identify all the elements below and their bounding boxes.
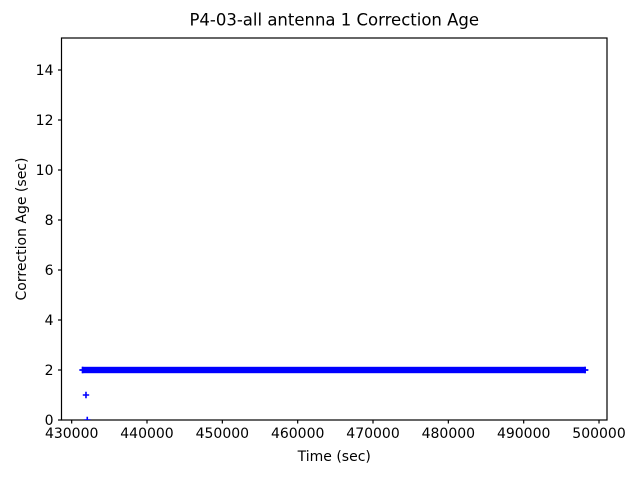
data-point [82, 391, 90, 399]
plot-area-border [60, 37, 608, 421]
y-tick-label: 14 [36, 63, 54, 79]
x-tick-label: 450000 [196, 426, 249, 442]
ticks-layer: 430000 440000 450000 460000 470000 480000 4900… [36, 63, 626, 442]
y-tick-label: 0 [45, 413, 54, 429]
data-point [581, 366, 589, 374]
data-point [84, 416, 91, 420]
data-layer [79, 366, 589, 420]
x-tick-label: 430000 [45, 426, 98, 442]
data-point [79, 366, 86, 374]
y-axis-label: Correction Age (sec) [14, 158, 30, 301]
x-tick-label: 440000 [120, 426, 173, 442]
y-tick-label: 12 [36, 113, 54, 129]
y-tick-label: 8 [45, 213, 54, 229]
y-tick-label: 6 [45, 263, 54, 279]
y-tick-label: 4 [45, 313, 54, 329]
x-tick-label: 470000 [346, 426, 399, 442]
y-tick-label: 2 [45, 363, 54, 379]
x-tick-label: 490000 [497, 426, 550, 442]
x-tick-label: 480000 [422, 426, 475, 442]
x-tick-label: 500000 [572, 426, 625, 442]
x-axis-label: Time (sec) [297, 449, 371, 465]
x-tick-label: 460000 [271, 426, 324, 442]
chart-title: P4-03-all antenna 1 Correction Age [189, 11, 479, 30]
y-tick-label: 10 [36, 163, 54, 179]
